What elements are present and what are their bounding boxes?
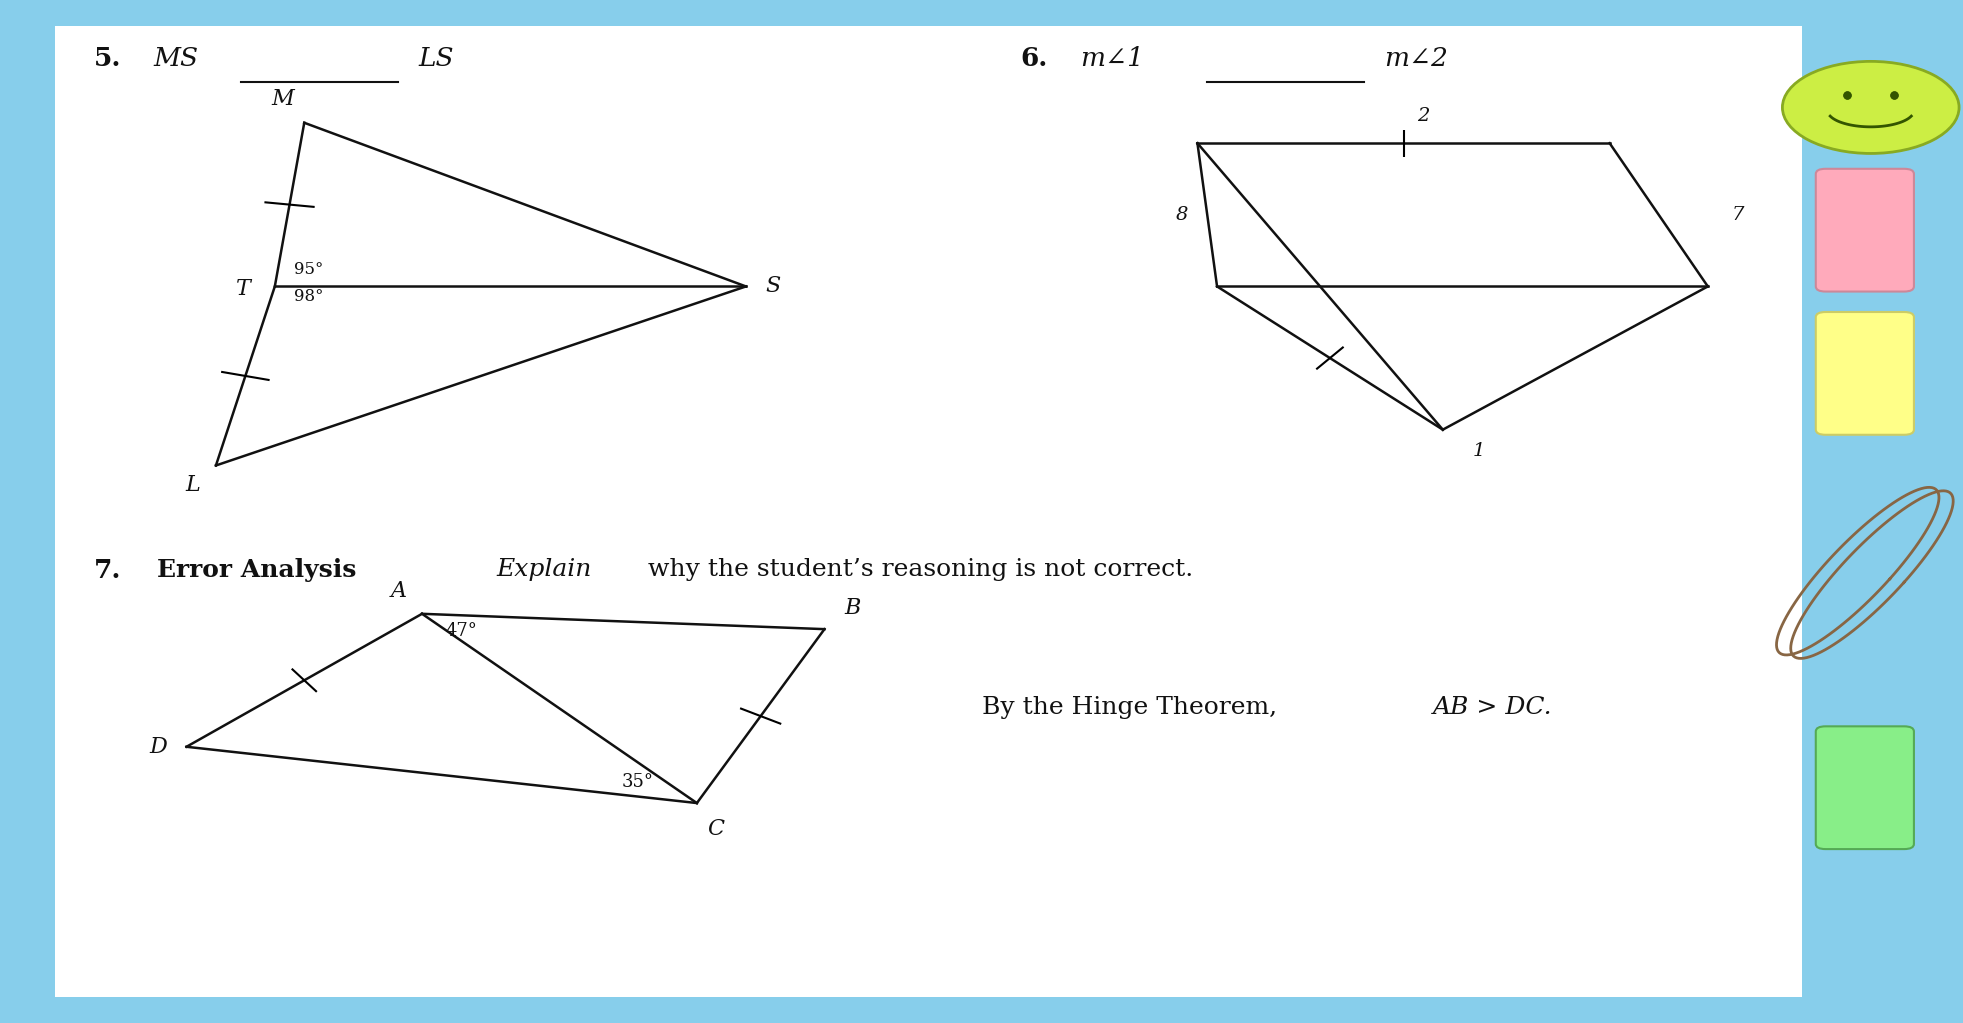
Text: AB > DC.: AB > DC. — [1433, 696, 1553, 718]
Text: 2: 2 — [1417, 106, 1429, 125]
FancyBboxPatch shape — [55, 26, 1802, 997]
Text: L: L — [185, 474, 200, 496]
Text: M: M — [271, 88, 294, 110]
Text: 5.: 5. — [94, 46, 122, 71]
Text: Error Analysis: Error Analysis — [157, 558, 357, 581]
Text: C: C — [707, 818, 724, 841]
Text: B: B — [844, 596, 860, 619]
Text: 7.: 7. — [94, 558, 122, 582]
Text: 35°: 35° — [622, 772, 654, 791]
Text: m∠2: m∠2 — [1384, 46, 1449, 71]
Text: why the student’s reasoning is not correct.: why the student’s reasoning is not corre… — [648, 558, 1194, 580]
Text: A: A — [391, 579, 406, 602]
Text: MS: MS — [153, 46, 198, 71]
Text: 98°: 98° — [294, 288, 324, 306]
Circle shape — [1782, 61, 1959, 153]
Text: 47°: 47° — [446, 622, 477, 640]
Text: S: S — [766, 275, 781, 298]
Text: Explain: Explain — [497, 558, 593, 580]
Text: m∠1: m∠1 — [1080, 46, 1144, 71]
Text: 8: 8 — [1176, 206, 1188, 224]
Text: 95°: 95° — [294, 261, 324, 278]
Text: D: D — [149, 736, 167, 758]
Text: 7: 7 — [1731, 206, 1743, 224]
FancyBboxPatch shape — [1816, 312, 1914, 435]
Text: 6.: 6. — [1021, 46, 1048, 71]
Text: By the Hinge Theorem,: By the Hinge Theorem, — [982, 696, 1284, 718]
Text: T: T — [236, 278, 251, 301]
Text: 1: 1 — [1472, 442, 1484, 460]
FancyBboxPatch shape — [1816, 169, 1914, 292]
Text: LS: LS — [418, 46, 453, 71]
FancyBboxPatch shape — [1816, 726, 1914, 849]
